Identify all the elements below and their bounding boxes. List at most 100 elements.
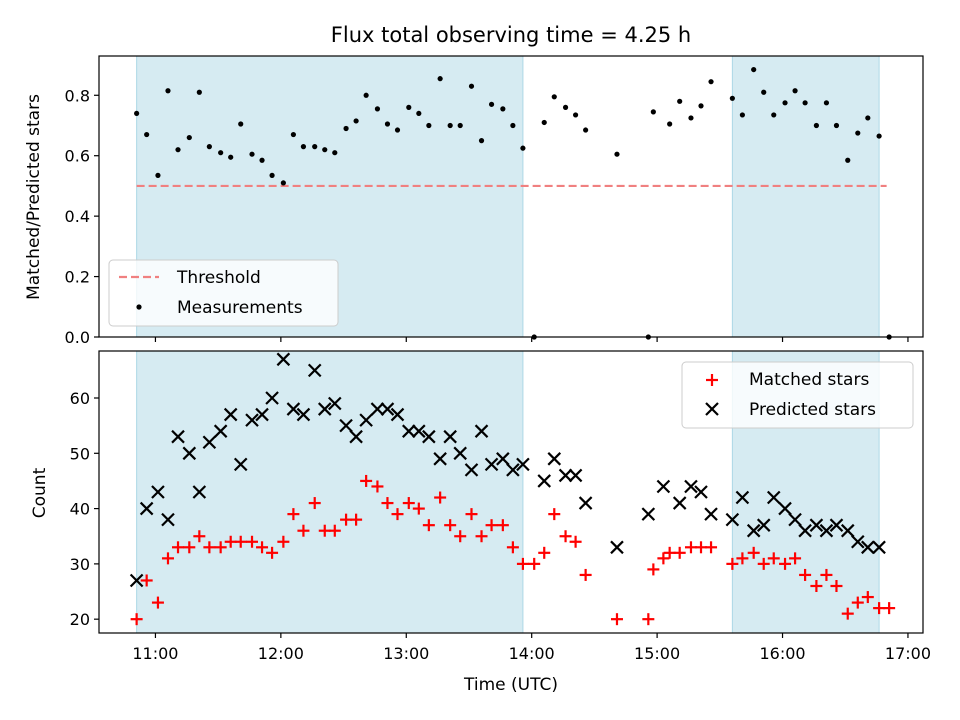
predicted-stars-point [578, 496, 593, 510]
predicted-stars-point [202, 435, 217, 450]
measurement-point [739, 112, 745, 118]
predicted-stars-point [756, 518, 771, 532]
predicted-stars-point [402, 424, 416, 438]
predicted-stars-point [328, 396, 342, 411]
matched-stars-point [820, 568, 833, 581]
measurement-point [833, 122, 840, 129]
predicted-stars-point [496, 452, 510, 466]
measurement-point [280, 180, 286, 186]
measurement-point [677, 98, 683, 104]
measurement-point [478, 138, 485, 144]
measurement-point [583, 127, 589, 133]
y-tick-label: 0.0 [65, 328, 90, 347]
x-tick-label: 15:00 [634, 644, 680, 663]
predicted-stars-point [516, 457, 530, 472]
matched-stars-point [673, 546, 686, 559]
predicted-stars-point [370, 402, 385, 416]
legend-measurements-swatch [136, 304, 142, 310]
measurement-point [813, 122, 819, 129]
predicted-stars-point [265, 391, 279, 405]
y-tick-label: 30 [70, 555, 90, 574]
matched-stars-point [151, 596, 164, 609]
matched-stars-point [434, 491, 447, 504]
shaded-interval [136, 351, 523, 633]
matched-stars-point [172, 541, 185, 554]
y-tick-label: 0.8 [65, 86, 90, 105]
bottom-panel: 20 30 40 50 60 11:00 12:00 13:00 14:00 15:00 16:0… [30, 350, 931, 695]
measurement-point [457, 122, 463, 129]
y-tick-label: 0.6 [65, 147, 90, 166]
top-legend: Threshold Measurements [108, 259, 339, 327]
matched-stars-point [506, 541, 519, 554]
measurement-point [782, 100, 788, 106]
matched-stars-point [297, 524, 310, 537]
predicted-stars-point [317, 402, 332, 416]
predicted-stars-point [276, 352, 291, 367]
predicted-stars-point [778, 501, 792, 516]
matched-stars-point [789, 552, 802, 565]
measurement-point [134, 110, 140, 117]
predicted-stars-point [558, 468, 573, 483]
predicted-stars-point [735, 490, 750, 505]
measurement-point [500, 106, 506, 112]
measurement-point [290, 131, 296, 138]
measurement-point [845, 157, 851, 163]
x-tick-label: 13:00 [383, 644, 429, 663]
predicted-stars-point [307, 363, 322, 378]
y-tick-label: 60 [70, 389, 90, 408]
matched-stars-point [548, 508, 561, 521]
predicted-stars-point [829, 518, 844, 532]
bottom-y-ticks: 20 30 40 50 60 [70, 389, 99, 629]
matched-stars-point [203, 541, 216, 554]
y-tick-label: 0.2 [65, 268, 90, 287]
matched-stars-point [391, 508, 404, 521]
predicted-stars-point [672, 496, 687, 510]
measurement-point [426, 122, 432, 129]
measurement-point [751, 66, 757, 73]
x-tick-label: 16:00 [759, 644, 805, 663]
matched-stars-point [726, 557, 739, 570]
measurement-point [312, 144, 318, 150]
predicted-stars-point [192, 485, 207, 499]
matched-stars-point [496, 519, 509, 532]
matched-stars-point [214, 541, 227, 554]
matched-stars-point [841, 607, 854, 620]
matched-stars-point [381, 497, 394, 510]
predicted-stars-point [568, 468, 583, 483]
matched-stars-point [647, 563, 660, 576]
predicted-stars-point [380, 402, 395, 416]
predicted-stars-point [694, 485, 708, 499]
matched-stars-point [559, 530, 572, 543]
measurement-point [551, 94, 557, 100]
measurement-point [228, 154, 234, 160]
measurement-point [488, 101, 495, 107]
measurement-point [363, 92, 369, 98]
matched-stars-point [528, 557, 541, 570]
predicted-stars-point [809, 518, 824, 532]
matched-stars-point [350, 513, 363, 526]
measurement-point [802, 100, 808, 106]
matched-stars-point [767, 552, 780, 565]
top-axes-frame [98, 55, 924, 338]
matched-stars-point [234, 535, 247, 548]
predicted-stars-point [233, 457, 248, 472]
measurement-point [771, 112, 777, 118]
matched-stars-point [193, 530, 206, 543]
count-points [129, 352, 896, 626]
predicted-stars-point [339, 418, 353, 433]
bottom-y-axis-label: Count [30, 467, 50, 518]
matched-stars-point [318, 524, 331, 537]
measurement-point [468, 83, 475, 89]
top-legend-box [108, 259, 339, 327]
predicted-stars-point [861, 540, 875, 555]
y-tick-label: 40 [70, 500, 90, 519]
matched-stars-point [224, 535, 237, 548]
predicted-stars-point [537, 474, 552, 488]
matched-stars-point [266, 546, 279, 559]
matched-stars-point [747, 546, 760, 559]
predicted-stars-point [296, 407, 311, 422]
measurement-point [343, 125, 349, 132]
x-axis-label: Time (UTC) [463, 675, 558, 695]
predicted-stars-point [474, 424, 489, 438]
measurement-point [729, 95, 735, 101]
